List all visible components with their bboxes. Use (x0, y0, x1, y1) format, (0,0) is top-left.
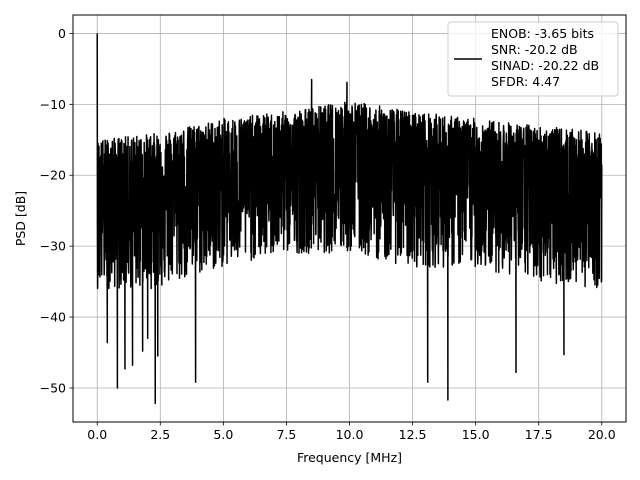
series-line-psd (96, 33, 603, 405)
y-tick-label: −40 (40, 310, 66, 325)
y-tick-label: −50 (40, 380, 66, 395)
y-axis-title: PSD [dB] (13, 191, 28, 246)
legend-entry-sfdr: SFDR: 4.47 (491, 74, 560, 89)
x-tick-label: 2.5 (150, 427, 170, 442)
legend: ENOB: -3.65 bits SNR: -20.2 dB SINAD: -2… (447, 21, 619, 97)
x-tick-label: 17.5 (525, 427, 553, 442)
x-tick-label: 5.0 (213, 427, 233, 442)
x-axis-title: Frequency [MHz] (297, 450, 402, 465)
x-tick-label: 15.0 (462, 427, 490, 442)
y-axis-ticks: 0 −10 −20 −30 −40 −50 (40, 26, 73, 395)
x-axis-ticks: 0.0 2.5 5.0 7.5 10.0 12.5 15.0 17.5 20.0 (87, 422, 616, 442)
y-tick-label: −20 (40, 168, 66, 183)
x-tick-label: 20.0 (588, 427, 616, 442)
y-tick-label: −10 (40, 97, 66, 112)
plot-area (96, 33, 603, 405)
legend-entry-enob: ENOB: -3.65 bits (491, 26, 594, 41)
y-tick-label: 0 (58, 26, 66, 41)
x-tick-label: 10.0 (336, 427, 364, 442)
y-tick-label: −30 (40, 239, 66, 254)
legend-box (447, 21, 619, 97)
legend-entry-sinad: SINAD: -20.22 dB (491, 58, 599, 73)
x-tick-label: 12.5 (399, 427, 427, 442)
legend-entry-snr: SNR: -20.2 dB (491, 42, 578, 57)
x-tick-label: 7.5 (276, 427, 296, 442)
x-tick-label: 0.0 (87, 427, 107, 442)
